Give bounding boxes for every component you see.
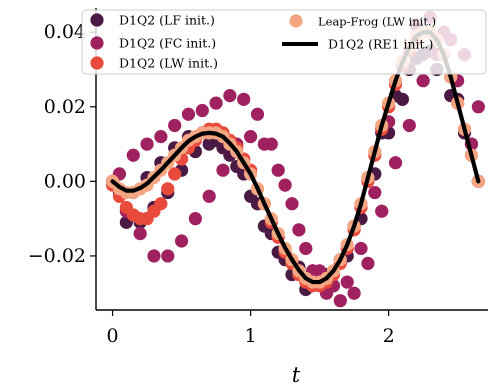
legend-label-4: D1Q2 (RE1 init.) [328,37,433,52]
x-tick-label: 2 [383,325,395,347]
data-point-1-41 [388,156,403,170]
data-point-1-15 [209,96,223,110]
data-point-1-17 [223,89,237,103]
legend-marker-3 [289,14,303,28]
data-point-1-53 [471,100,485,114]
legend: D1Q2 (LF init.) D1Q2 (FC init.) D1Q2 (LW i… [81,9,487,75]
data-point-1-14 [202,189,216,203]
data-point-1-43 [402,118,416,133]
data-point-1-7 [154,130,168,144]
data-point-1-38 [368,185,382,200]
legend-label-2: D1Q2 (LW init.) [119,56,218,71]
data-point-1-19 [237,92,251,106]
legend-label-3: Leap-Frog (LW init.) [318,15,436,29]
data-point-1-33 [333,294,347,308]
data-point-1-24 [271,163,285,177]
data-point-1-25 [278,178,292,192]
data-point-2-8 [161,182,175,196]
data-point-1-13 [195,103,209,118]
x-tick-label: 1 [245,325,257,347]
data-point-1-8 [161,249,175,263]
y-tick-label: 0.02 [44,96,86,118]
data-point-1-16 [216,163,230,177]
data-point-1-5 [140,137,154,151]
legend-marker-1 [90,36,104,50]
data-point-1-6 [147,249,161,263]
data-point-1-35 [347,286,361,300]
data-point-1-4 [133,226,147,241]
y-tick-label: −0.02 [28,245,86,267]
x-tick-label: 0 [107,325,119,347]
data-point-1-21 [250,107,265,121]
data-point-1-39 [375,204,389,218]
data-point-1-45 [416,74,430,88]
legend-marker-0 [90,13,104,27]
data-point-1-3 [126,148,140,162]
data-point-0-42 [395,92,410,106]
legend-label-0: D1Q2 (LF init.) [119,13,215,28]
data-point-1-20 [243,130,258,144]
data-point-1-37 [361,256,375,270]
data-point-1-12 [188,212,202,226]
y-tick-label: 0.04 [44,21,86,43]
data-point-1-11 [181,107,196,121]
legend-marker-2 [90,56,104,70]
data-point-1-36 [354,241,368,256]
legend-label-1: D1Q2 (FC init.) [119,36,216,51]
data-point-1-9 [168,118,182,133]
data-point-1-23 [264,137,278,151]
data-point-1-34 [340,275,354,289]
data-point-1-26 [285,197,299,211]
data-point-1-27 [292,223,306,237]
y-tick-label: 0.00 [44,170,86,192]
data-point-1-10 [174,234,189,248]
data-point-2-9 [168,167,182,181]
x-axis-label: t [292,363,301,387]
data-point-1-28 [299,241,313,256]
data-point-2-7 [154,197,168,211]
